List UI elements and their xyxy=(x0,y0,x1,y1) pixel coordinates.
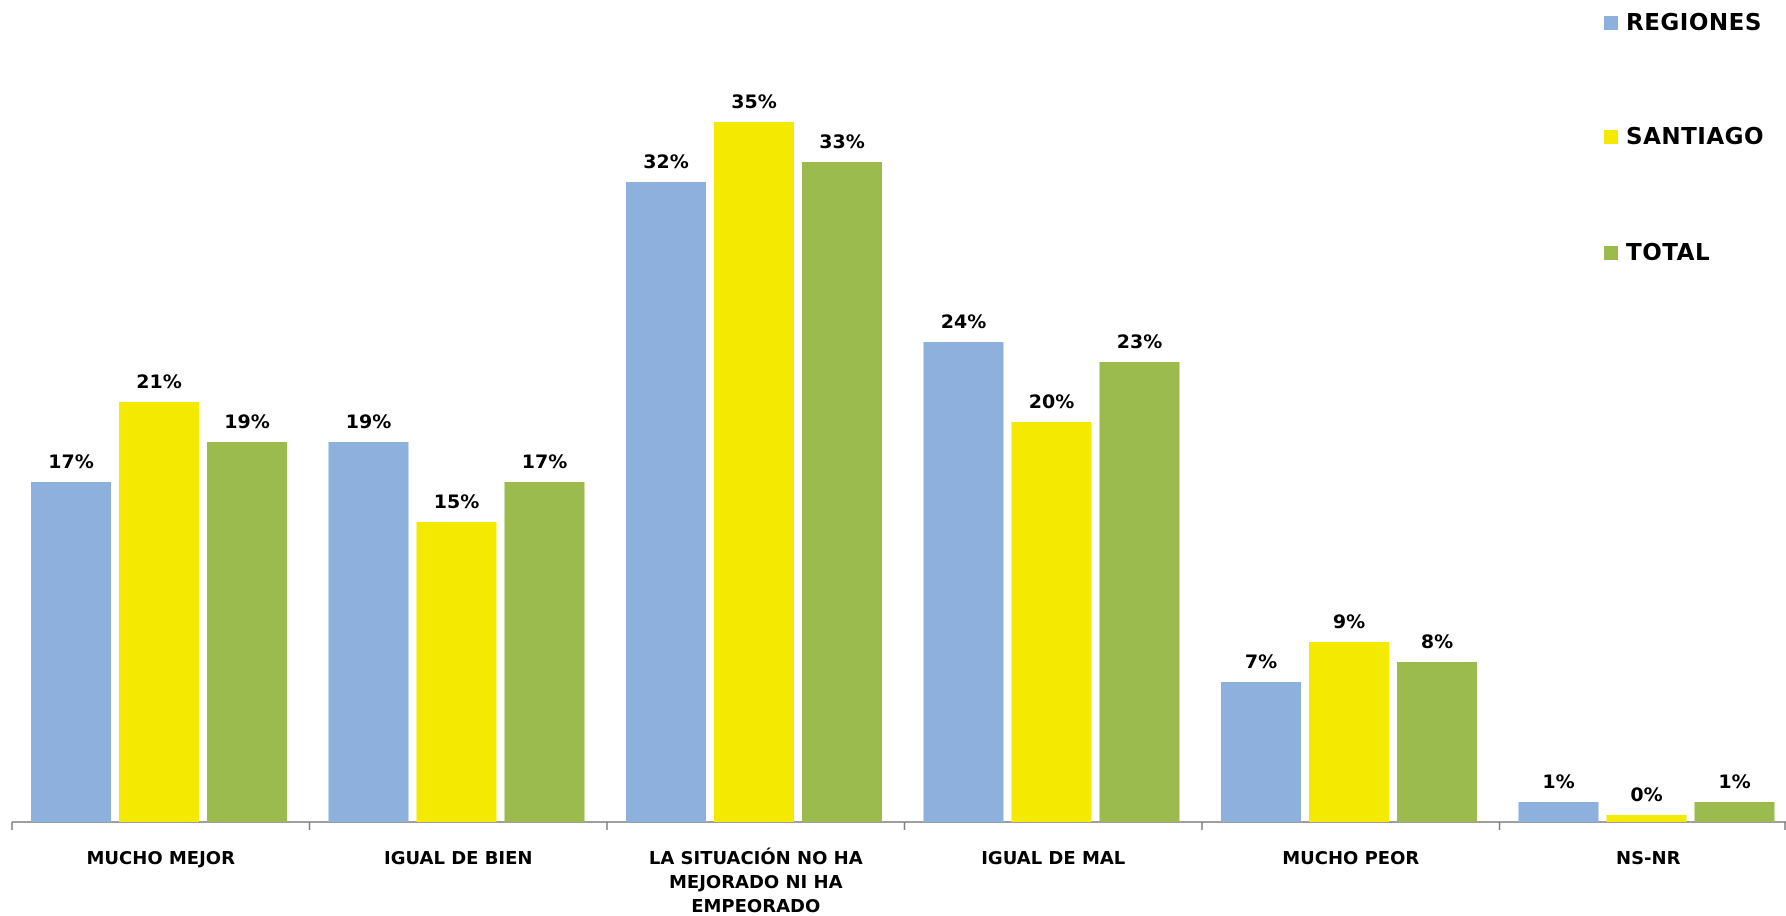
bar-total-0 xyxy=(207,442,287,822)
category-label-line: MUCHO PEOR xyxy=(1282,848,1419,869)
bar-regiones-0 xyxy=(31,482,111,822)
bar-total-1 xyxy=(504,482,585,822)
bar-total-5 xyxy=(1694,802,1775,822)
bar-total-3 xyxy=(1099,362,1180,822)
legend-item-total: TOTAL xyxy=(1604,240,1710,266)
category-label: LA SITUACIÓN NO HA MEJORADO NI HA EMPEORAD… xyxy=(649,847,863,916)
data-label: 19% xyxy=(346,411,391,433)
bar-santiago-1 xyxy=(416,522,497,822)
legend: REGIONES SANTIAGO TOTAL xyxy=(1604,0,1786,300)
legend-swatch-total xyxy=(1604,246,1618,260)
legend-swatch-santiago xyxy=(1604,130,1618,144)
bar-regiones-2 xyxy=(626,182,706,822)
bar-regiones-4 xyxy=(1221,682,1301,822)
data-label: 0% xyxy=(1630,784,1662,806)
category-label: MUCHO MEJOR xyxy=(87,848,236,869)
legend-item-santiago: SANTIAGO xyxy=(1604,124,1764,150)
category-label: IGUAL DE BIEN xyxy=(384,848,532,869)
data-label: 33% xyxy=(819,131,864,153)
category-label-line: MEJORADO NI HA xyxy=(669,872,843,893)
category-label-line: IGUAL DE BIEN xyxy=(384,848,532,869)
bar-regiones-1 xyxy=(328,442,409,822)
legend-label-santiago: SANTIAGO xyxy=(1626,124,1765,150)
bar-santiago-0 xyxy=(119,402,199,822)
legend-label-total: TOTAL xyxy=(1626,240,1711,266)
category-label-line: LA SITUACIÓN NO HA xyxy=(649,847,863,869)
data-label: 20% xyxy=(1029,391,1074,413)
bar-total-4 xyxy=(1397,662,1477,822)
data-label: 24% xyxy=(941,311,986,333)
data-label: 9% xyxy=(1333,611,1365,633)
data-label: 1% xyxy=(1542,771,1574,793)
data-label: 7% xyxy=(1245,651,1277,673)
data-label: 1% xyxy=(1718,771,1750,793)
data-label: 17% xyxy=(522,451,567,473)
data-label: 23% xyxy=(1117,331,1162,353)
category-label-line: MUCHO MEJOR xyxy=(87,848,236,869)
category-label: NS-NR xyxy=(1616,848,1681,869)
category-label-line: EMPEORADO xyxy=(691,896,820,916)
data-label: 32% xyxy=(643,151,688,173)
bar-regiones-5 xyxy=(1518,802,1599,822)
category-label: MUCHO PEOR xyxy=(1282,848,1419,869)
bar-santiago-2 xyxy=(714,122,794,822)
category-label-line: IGUAL DE MAL xyxy=(981,848,1125,869)
legend-item-regiones: REGIONES xyxy=(1604,10,1762,36)
data-label: 15% xyxy=(434,491,479,513)
bar-regiones-3 xyxy=(923,342,1004,822)
data-label: 21% xyxy=(136,371,181,393)
data-label: 19% xyxy=(224,411,269,433)
bar-total-2 xyxy=(802,162,882,822)
legend-swatch-regiones xyxy=(1604,16,1618,30)
category-label: IGUAL DE MAL xyxy=(981,848,1125,869)
data-label: 8% xyxy=(1421,631,1453,653)
bar-santiago-3 xyxy=(1011,422,1092,822)
data-label: 17% xyxy=(48,451,93,473)
bar-santiago-4 xyxy=(1309,642,1389,822)
bar-santiago-5 xyxy=(1606,815,1687,822)
data-label: 35% xyxy=(731,91,776,113)
legend-label-regiones: REGIONES xyxy=(1626,10,1762,36)
category-label-line: NS-NR xyxy=(1616,848,1681,869)
